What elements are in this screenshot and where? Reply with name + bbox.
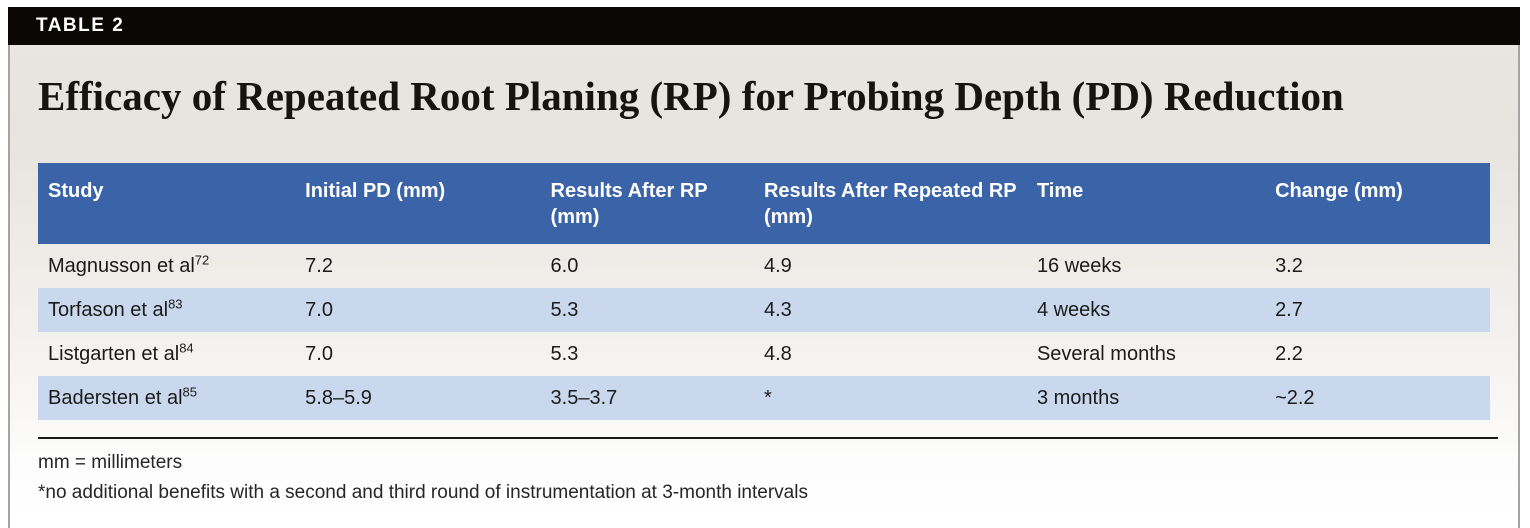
footnotes: mm = millimeters *no additional benefits… xyxy=(38,448,1490,508)
table-number-label: TABLE 2 xyxy=(36,15,125,36)
table-figure-panel: TABLE 2 Efficacy of Repeated Root Planin… xyxy=(8,7,1520,528)
reference-superscript: 85 xyxy=(182,383,197,399)
change-cell: 3.2 xyxy=(1275,254,1303,277)
column-header-study: Study xyxy=(38,163,306,244)
table-header-row: Study Initial PD (mm) Results After RP (… xyxy=(38,163,1490,244)
reference-superscript: 72 xyxy=(194,251,210,267)
table-figure-content: Efficacy of Repeated Root Planing (RP) f… xyxy=(10,45,1518,528)
results-after-repeated-rp-cell: 4.3 xyxy=(763,288,1037,332)
study-results-table: Study Initial PD (mm) Results After RP (… xyxy=(38,163,1490,420)
reference-superscript: 84 xyxy=(179,339,194,355)
change-cell: 2.7 xyxy=(1275,288,1490,332)
results-after-repeated-rp-cell: 4.9 xyxy=(763,254,792,277)
column-header-change: Change (mm) xyxy=(1275,163,1490,244)
table-row: Listgarten et al84 7.0 5.3 4.8 Several month… xyxy=(38,332,1490,376)
table-row: Magnusson et al72 7.2 6.0 4.9 16 weeks 3.2 xyxy=(38,244,1490,288)
footnote-divider xyxy=(38,437,1498,439)
footnote-asterisk: *no additional benefits with a second an… xyxy=(38,482,808,503)
column-header-initial-pd: Initial PD (mm) xyxy=(305,163,551,244)
table-title: Efficacy of Repeated Root Planing (RP) f… xyxy=(38,73,1344,119)
initial-pd-cell: 7.0 xyxy=(305,342,333,365)
time-cell: 16 weeks xyxy=(1036,254,1122,277)
time-cell: 4 weeks xyxy=(1036,288,1276,332)
initial-pd-cell: 7.2 xyxy=(305,254,333,277)
table-row: Torfason et al83 7.0 5.3 4.3 4 weeks 2.7 xyxy=(38,288,1490,332)
results-after-rp-cell: 6.0 xyxy=(550,254,579,277)
change-cell: ~2.2 xyxy=(1275,376,1490,420)
initial-pd-cell: 7.0 xyxy=(305,288,551,332)
results-after-repeated-rp-cell: * xyxy=(763,376,1037,420)
study-table-body: Magnusson et al72 7.2 6.0 4.9 16 weeks 3.2 Tor… xyxy=(38,244,1490,420)
column-header-time: Time xyxy=(1036,163,1276,244)
change-cell: 2.2 xyxy=(1275,342,1303,365)
footnote-abbreviation: mm = millimeters xyxy=(38,452,183,473)
table-row: Badersten et al85 5.8–5.9 3.5–3.7 * 3 months… xyxy=(38,376,1490,420)
results-after-repeated-rp-cell: 4.8 xyxy=(763,342,792,365)
study-name-cell: Torfason et al83 xyxy=(38,288,306,332)
reference-superscript: 83 xyxy=(168,295,183,311)
study-name-cell: Badersten et al85 xyxy=(38,376,306,420)
time-cell: Several months xyxy=(1036,342,1176,365)
column-header-results-after-repeated-rp: Results After Repeated RP (mm) xyxy=(763,163,1037,244)
results-after-rp-cell: 3.5–3.7 xyxy=(550,376,764,420)
study-name-cell: Listgarten et al84 xyxy=(48,339,194,365)
results-after-rp-cell: 5.3 xyxy=(550,342,579,365)
results-after-rp-cell: 5.3 xyxy=(550,288,764,332)
initial-pd-cell: 5.8–5.9 xyxy=(305,376,551,420)
table-number-bar: TABLE 2 xyxy=(8,7,1520,45)
study-name-cell: Magnusson et al72 xyxy=(48,251,210,277)
column-header-results-after-rp: Results After RP (mm) xyxy=(550,163,764,244)
time-cell: 3 months xyxy=(1036,376,1276,420)
